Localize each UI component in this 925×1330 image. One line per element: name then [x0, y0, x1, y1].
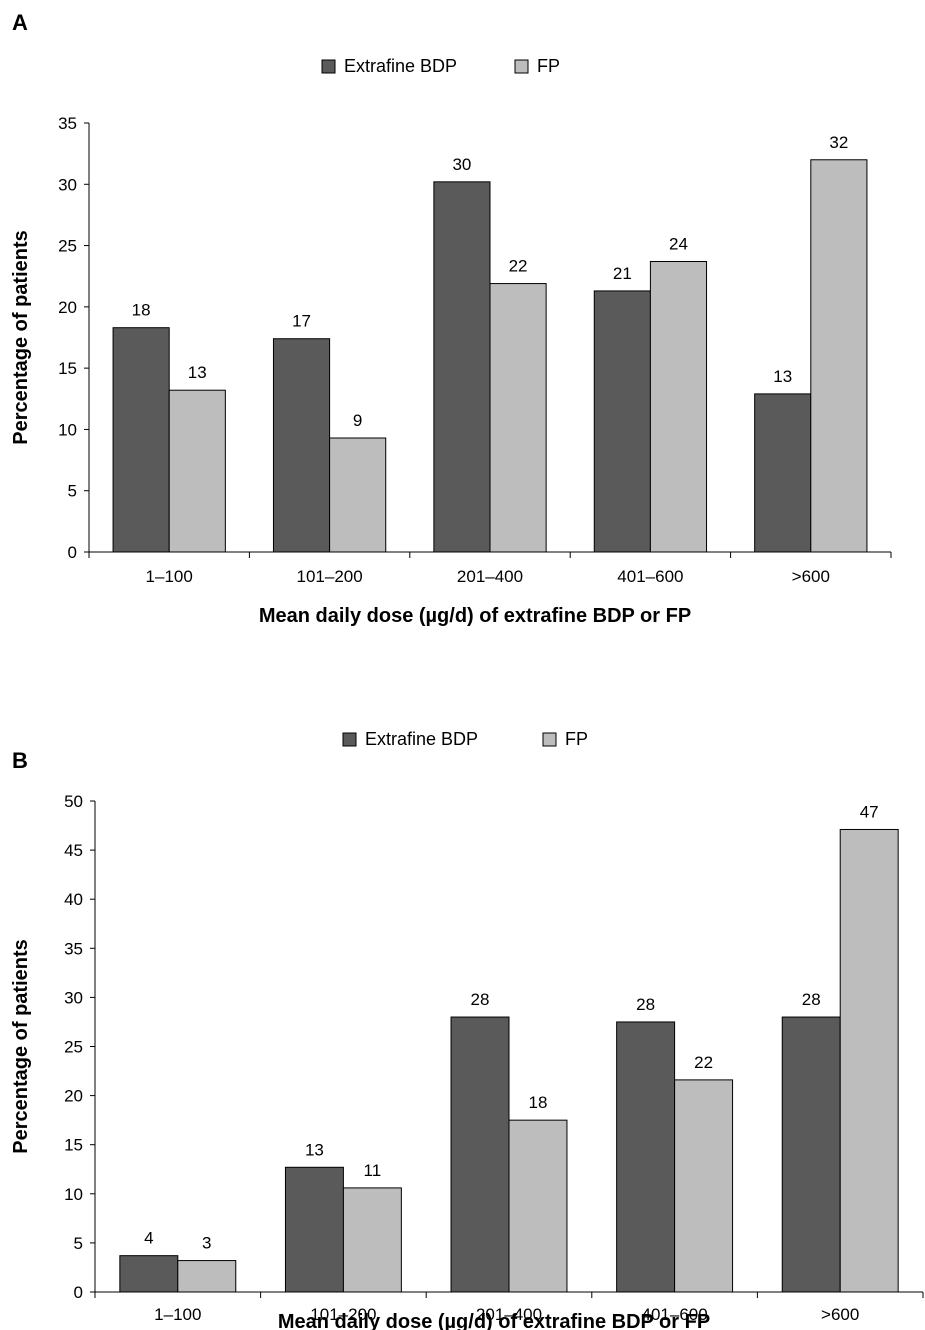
x-tick-label: 401–600	[642, 1305, 708, 1324]
legend-label: Extrafine BDP	[344, 56, 457, 76]
bar	[433, 181, 491, 553]
legend-swatch	[514, 59, 529, 74]
y-tick-label: 35	[58, 114, 77, 133]
x-tick-label: 401–600	[617, 567, 683, 586]
data-label: 24	[669, 235, 688, 254]
data-label: 47	[860, 802, 879, 821]
y-tick-label: 10	[58, 420, 77, 439]
bar	[329, 437, 387, 553]
bar	[450, 1016, 510, 1293]
data-label: 18	[132, 301, 151, 320]
y-tick-label: 25	[58, 237, 77, 256]
bar	[177, 1260, 237, 1293]
data-label: 28	[471, 990, 490, 1009]
data-label: 13	[773, 367, 792, 386]
legend-swatch	[342, 732, 357, 747]
bar	[781, 1016, 841, 1293]
y-tick-label: 10	[64, 1185, 83, 1204]
x-tick-label: 1–100	[154, 1305, 201, 1324]
x-tick-label: 101–200	[310, 1305, 376, 1324]
x-tick-label: >600	[792, 567, 830, 586]
panel-label: B	[12, 748, 28, 773]
y-tick-label: 25	[64, 1038, 83, 1057]
data-label: 4	[144, 1229, 153, 1248]
bar	[839, 828, 899, 1293]
legend-label: Extrafine BDP	[365, 729, 478, 749]
y-tick-label: 50	[64, 792, 83, 811]
y-tick-label: 5	[74, 1234, 83, 1253]
x-tick-label: >600	[821, 1305, 859, 1324]
x-tick-label: 201–400	[457, 567, 523, 586]
legend-label: FP	[537, 56, 560, 76]
data-label: 3	[202, 1234, 211, 1253]
bar	[616, 1021, 676, 1293]
bar	[489, 283, 547, 553]
data-label: 22	[509, 257, 528, 276]
bar	[810, 159, 868, 553]
y-tick-label: 30	[64, 988, 83, 1007]
legend-swatch	[321, 59, 336, 74]
data-label: 28	[636, 995, 655, 1014]
legend-label: FP	[565, 729, 588, 749]
data-label: 22	[694, 1053, 713, 1072]
y-tick-label: 35	[64, 939, 83, 958]
bar	[112, 327, 170, 553]
data-label: 28	[802, 990, 821, 1009]
y-tick-label: 20	[58, 298, 77, 317]
y-tick-label: 40	[64, 890, 83, 909]
legend-swatch	[542, 732, 557, 747]
x-axis-title: Mean daily dose (µg/d) of extrafine BDP …	[259, 605, 691, 627]
data-label: 9	[353, 411, 362, 430]
data-label: 17	[292, 312, 311, 331]
x-tick-label: 101–200	[297, 567, 363, 586]
bar	[272, 338, 331, 553]
x-tick-label: 201–400	[476, 1305, 542, 1324]
y-tick-label: 20	[64, 1087, 83, 1106]
x-axis-title: Mean daily dose (µg/d) of extrafine BDP …	[278, 1311, 710, 1330]
bar	[119, 1255, 179, 1293]
bar	[168, 389, 226, 553]
panel-label: A	[12, 10, 28, 35]
data-label: 32	[829, 133, 848, 152]
bar	[284, 1166, 344, 1293]
bar	[593, 290, 651, 553]
bar	[649, 261, 708, 553]
data-label: 18	[529, 1093, 548, 1112]
x-tick-label: 1–100	[146, 567, 193, 586]
y-tick-label: 0	[68, 543, 77, 562]
bar	[508, 1119, 568, 1293]
data-label: 13	[188, 363, 207, 382]
y-tick-label: 45	[64, 841, 83, 860]
y-tick-label: 5	[68, 482, 77, 501]
bar	[754, 393, 812, 553]
y-tick-label: 0	[74, 1283, 83, 1302]
data-label: 11	[364, 1161, 382, 1180]
y-axis-title: Percentage of patients	[10, 230, 32, 445]
data-label: 30	[452, 155, 471, 174]
data-label: 13	[305, 1140, 324, 1159]
bar	[342, 1187, 402, 1293]
y-tick-label: 30	[58, 175, 77, 194]
y-axis-title: Percentage of patients	[10, 939, 32, 1154]
data-label: 21	[613, 264, 632, 283]
y-tick-label: 15	[64, 1136, 83, 1155]
bar	[674, 1079, 734, 1293]
y-tick-label: 15	[58, 359, 77, 378]
